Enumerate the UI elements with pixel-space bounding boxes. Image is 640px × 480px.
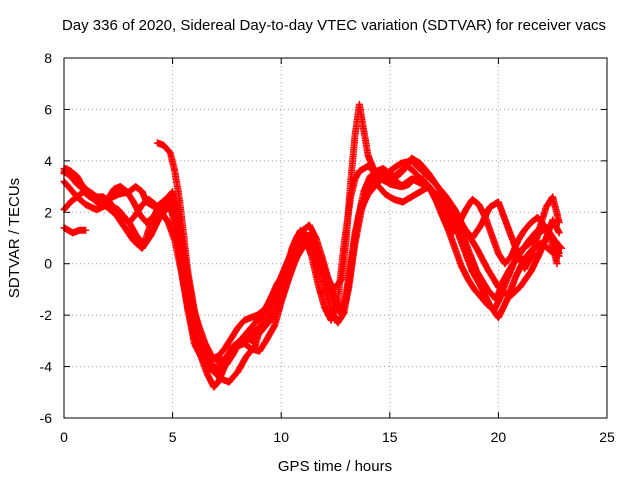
y-axis-label: SDTVAR / TECUs (6, 178, 23, 298)
y-tick-label: 6 (44, 101, 52, 117)
y-tick-label: -6 (40, 410, 53, 426)
y-tick-label: 2 (44, 204, 52, 220)
x-tick-label: 0 (60, 429, 68, 445)
y-tick-label: -4 (40, 359, 53, 375)
x-tick-label: 15 (382, 429, 398, 445)
y-tick-label: 8 (44, 50, 52, 66)
y-tick-label: 0 (44, 256, 52, 272)
x-tick-label: 25 (599, 429, 615, 445)
plot-frame (63, 57, 608, 419)
x-tick-label: 20 (491, 429, 507, 445)
chart-title: Day 336 of 2020, Sidereal Day-to-day VTE… (62, 17, 606, 34)
y-tick-label: 4 (44, 153, 52, 169)
y-tick-label: -2 (40, 307, 53, 323)
x-tick-label: 5 (169, 429, 177, 445)
data-points (60, 100, 565, 391)
x-axis-label: GPS time / hours (278, 458, 392, 475)
x-tick-label: 10 (273, 429, 289, 445)
